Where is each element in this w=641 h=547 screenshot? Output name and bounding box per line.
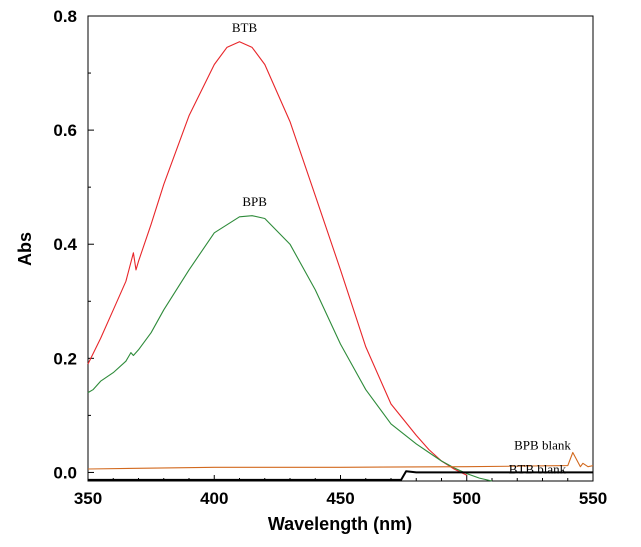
btb-blank-label: BTB blank [509, 462, 567, 477]
y-tick-label: 0.0 [53, 463, 77, 482]
bpb-line [87, 215, 493, 482]
y-tick-label: 0.8 [53, 7, 77, 26]
series-annotations: BTB BPB BPB blank BTB blank [232, 20, 571, 477]
tick-labels: 350 400 450 500 550 0.0 0.2 0.4 0.6 0.8 [53, 7, 607, 508]
y-tick-label: 0.2 [53, 349, 77, 368]
y-axis-title: Abs [15, 232, 35, 266]
x-tick-label: 550 [579, 489, 607, 508]
plot-frame [87, 15, 594, 482]
btb-line [87, 41, 468, 476]
bpb-blank-line [87, 451, 594, 470]
bpb-label: BPB [242, 194, 267, 209]
y-tick-label: 0.4 [53, 235, 77, 254]
x-tick-label: 350 [74, 489, 102, 508]
x-tick-label: 400 [200, 489, 228, 508]
series-lines [87, 41, 594, 482]
btb-blank-line [88, 470, 593, 481]
x-tick-label: 500 [453, 489, 481, 508]
x-axis-title: Wavelength (nm) [268, 514, 412, 534]
bpb-blank-label: BPB blank [514, 438, 571, 453]
btb-label: BTB [232, 20, 258, 35]
x-tick-label: 450 [326, 489, 354, 508]
y-tick-label: 0.6 [53, 121, 77, 140]
axis-ticks [87, 15, 594, 481]
